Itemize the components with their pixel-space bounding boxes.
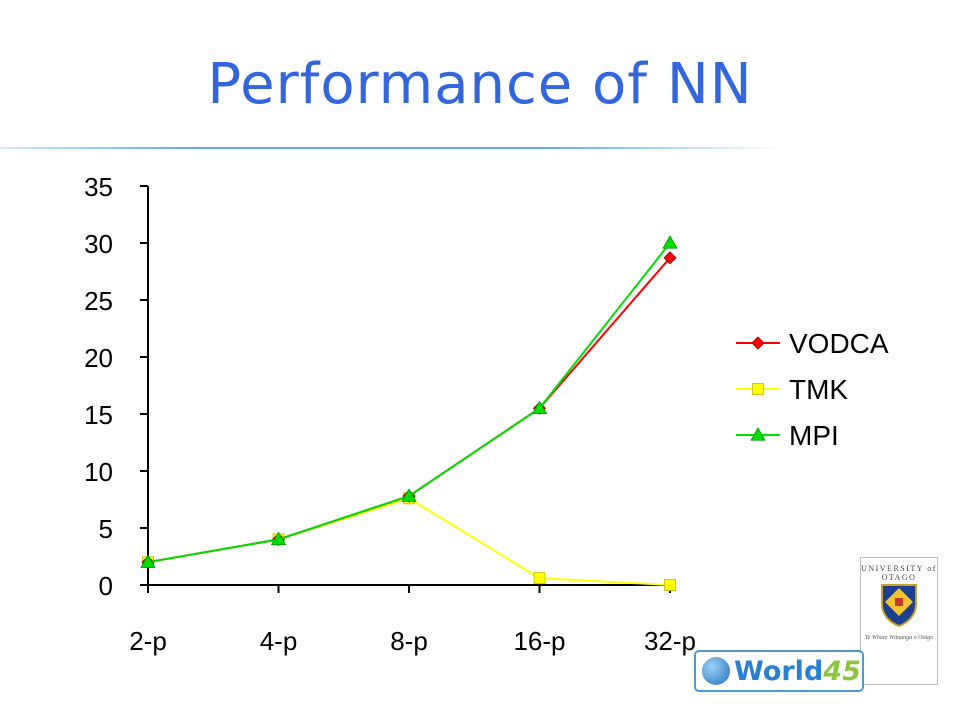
university-logo: UNIVERSITY of OTAGO Te Whare Wānanga o O…: [860, 557, 938, 685]
crest-icon: [881, 584, 917, 628]
data-point-mpi: [662, 235, 678, 249]
y-tick-label: 15: [84, 400, 113, 430]
data-point-mpi: [270, 531, 287, 546]
y-tick-label: 5: [99, 514, 113, 544]
x-tick-label: 4-p: [260, 626, 298, 656]
legend-label-tmk: TMK: [789, 374, 848, 405]
data-point-tmk: [664, 579, 676, 591]
slide-title: Performance of NN: [207, 52, 753, 117]
data-point-vodca: [663, 251, 677, 265]
title-underline: [0, 147, 780, 149]
x-tick-label: 8-p: [390, 626, 428, 656]
legend-label-mpi: MPI: [789, 420, 839, 451]
legend-marker-tmk: [752, 383, 764, 395]
y-tick-label: 25: [84, 286, 113, 316]
y-tick-label: 0: [99, 571, 113, 601]
globe-icon: [702, 657, 730, 685]
logo-text: UNIVERSITY of OTAGO: [861, 564, 937, 582]
x-tick-label: 32-p: [644, 626, 696, 656]
y-tick-label: 10: [84, 457, 113, 487]
data-point-mpi: [531, 400, 548, 414]
world45-badge: World 45: [694, 650, 864, 692]
y-tick-label: 30: [84, 229, 113, 259]
y-tick-label: 35: [84, 172, 113, 202]
x-tick-label: 2-p: [129, 626, 167, 656]
x-tick-label: 16-p: [513, 626, 565, 656]
data-point-tmk: [533, 572, 546, 585]
data-point-mpi: [140, 554, 156, 568]
y-tick-label: 20: [84, 343, 113, 373]
legend-marker-mpi: [750, 427, 766, 441]
series-line-mpi: [147, 242, 671, 564]
legend-marker-vodca: [751, 336, 765, 350]
badge-number: 45: [823, 655, 861, 687]
badge-word: World: [734, 655, 824, 687]
data-point-mpi: [401, 488, 417, 502]
legend-label-vodca: VODCA: [789, 328, 889, 359]
logo-motto: Te Whare Wānanga o Otāgo: [864, 635, 934, 641]
series-line-vodca: [147, 257, 671, 564]
series-line-tmk: [147, 497, 671, 586]
